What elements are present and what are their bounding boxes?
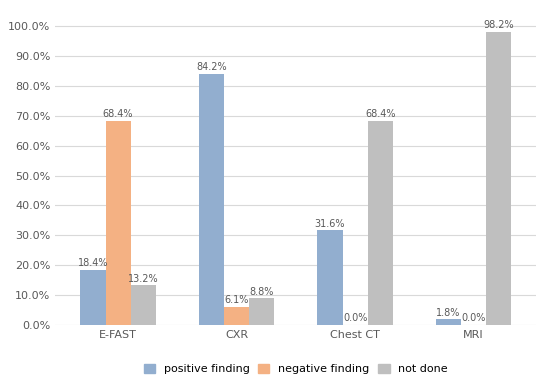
Bar	[368, 121, 393, 325]
Text: 68.4%: 68.4%	[365, 109, 395, 119]
Text: 6.1%: 6.1%	[225, 295, 249, 305]
Text: 8.8%: 8.8%	[249, 287, 274, 297]
Bar	[486, 32, 512, 325]
Text: 31.6%: 31.6%	[315, 219, 345, 229]
Legend: positive finding, negative finding, not done: positive finding, negative finding, not …	[142, 362, 450, 377]
Bar	[224, 306, 249, 325]
Text: 98.2%: 98.2%	[483, 20, 514, 30]
Text: 1.8%: 1.8%	[436, 308, 461, 318]
Bar	[199, 73, 224, 325]
Bar	[436, 319, 461, 325]
Bar	[106, 121, 131, 325]
Text: 0.0%: 0.0%	[343, 313, 367, 323]
Bar	[249, 298, 274, 325]
Text: 68.4%: 68.4%	[103, 109, 133, 119]
Text: 0.0%: 0.0%	[461, 313, 486, 323]
Text: 18.4%: 18.4%	[78, 258, 108, 268]
Bar	[131, 285, 156, 325]
Text: 84.2%: 84.2%	[196, 62, 227, 72]
Text: 13.2%: 13.2%	[128, 274, 159, 284]
Bar	[80, 270, 106, 325]
Bar	[317, 230, 342, 325]
